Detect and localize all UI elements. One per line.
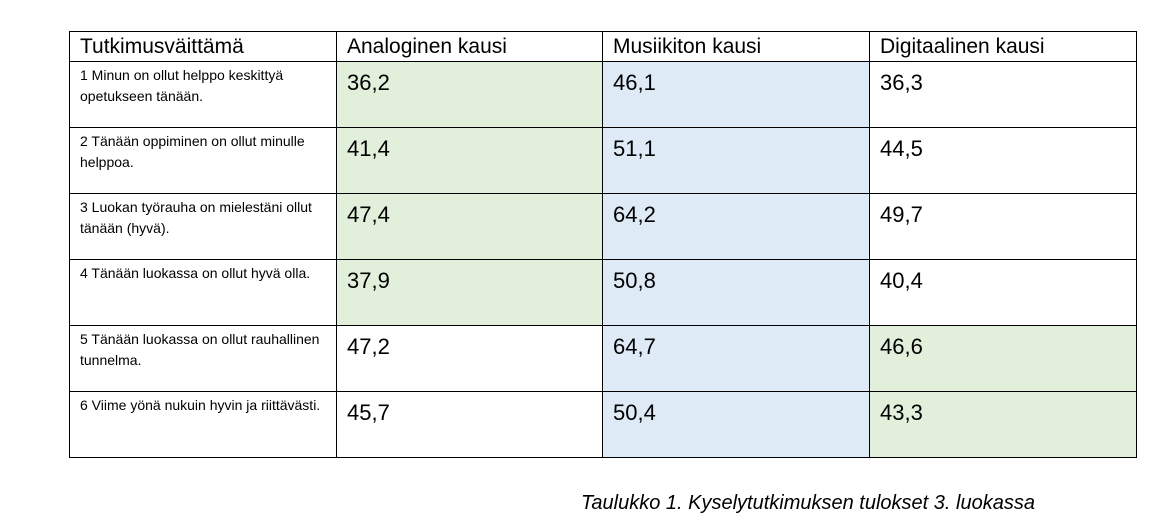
digital-value-cell: 46,6	[869, 325, 1137, 392]
digital-value-cell: 36,3	[869, 61, 1137, 128]
analog-value-cell: 47,4	[336, 193, 603, 260]
statement-cell: 3 Luokan työrauha on mielestäni ollut tä…	[69, 193, 337, 260]
no-music-value-cell: 51,1	[602, 127, 870, 194]
statement-cell: 2 Tänään oppiminen on ollut minulle help…	[69, 127, 337, 194]
table-row: 6 Viime yönä nukuin hyvin ja riittävästi…	[69, 391, 1137, 458]
analog-value-cell: 37,9	[336, 259, 603, 326]
table-header-row: Tutkimusväittämä Analoginen kausi Musiik…	[69, 31, 1137, 62]
statement-cell: 5 Tänään luokassa on ollut rauhallinen t…	[69, 325, 337, 392]
no-music-value-cell: 46,1	[602, 61, 870, 128]
statement-cell: 1 Minun on ollut helppo keskittyä opetuk…	[69, 61, 337, 128]
no-music-value-cell: 50,8	[602, 259, 870, 326]
results-table: Tutkimusväittämä Analoginen kausi Musiik…	[69, 31, 1137, 458]
no-music-value-cell: 64,2	[602, 193, 870, 260]
analog-value-cell: 36,2	[336, 61, 603, 128]
digital-value-cell: 40,4	[869, 259, 1137, 326]
no-music-value-cell: 64,7	[602, 325, 870, 392]
analog-value-cell: 47,2	[336, 325, 603, 392]
table-row: 1 Minun on ollut helppo keskittyä opetuk…	[69, 61, 1137, 128]
digital-value-cell: 44,5	[869, 127, 1137, 194]
statement-cell: 4 Tänään luokassa on ollut hyvä olla.	[69, 259, 337, 326]
digital-value-cell: 49,7	[869, 193, 1137, 260]
header-no-music-period: Musiikiton kausi	[602, 31, 870, 62]
header-analog-period: Analoginen kausi	[336, 31, 603, 62]
table-row: 5 Tänään luokassa on ollut rauhallinen t…	[69, 325, 1137, 392]
analog-value-cell: 45,7	[336, 391, 603, 458]
table-row: 3 Luokan työrauha on mielestäni ollut tä…	[69, 193, 1137, 260]
table-caption: Taulukko 1. Kyselytutkimuksen tulokset 3…	[581, 492, 1035, 514]
digital-value-cell: 43,3	[869, 391, 1137, 458]
table-row: 4 Tänään luokassa on ollut hyvä olla. 37…	[69, 259, 1137, 326]
analog-value-cell: 41,4	[336, 127, 603, 194]
statement-cell: 6 Viime yönä nukuin hyvin ja riittävästi…	[69, 391, 337, 458]
header-statement: Tutkimusväittämä	[69, 31, 337, 62]
table-row: 2 Tänään oppiminen on ollut minulle help…	[69, 127, 1137, 194]
header-digital-period: Digitaalinen kausi	[869, 31, 1137, 62]
no-music-value-cell: 50,4	[602, 391, 870, 458]
